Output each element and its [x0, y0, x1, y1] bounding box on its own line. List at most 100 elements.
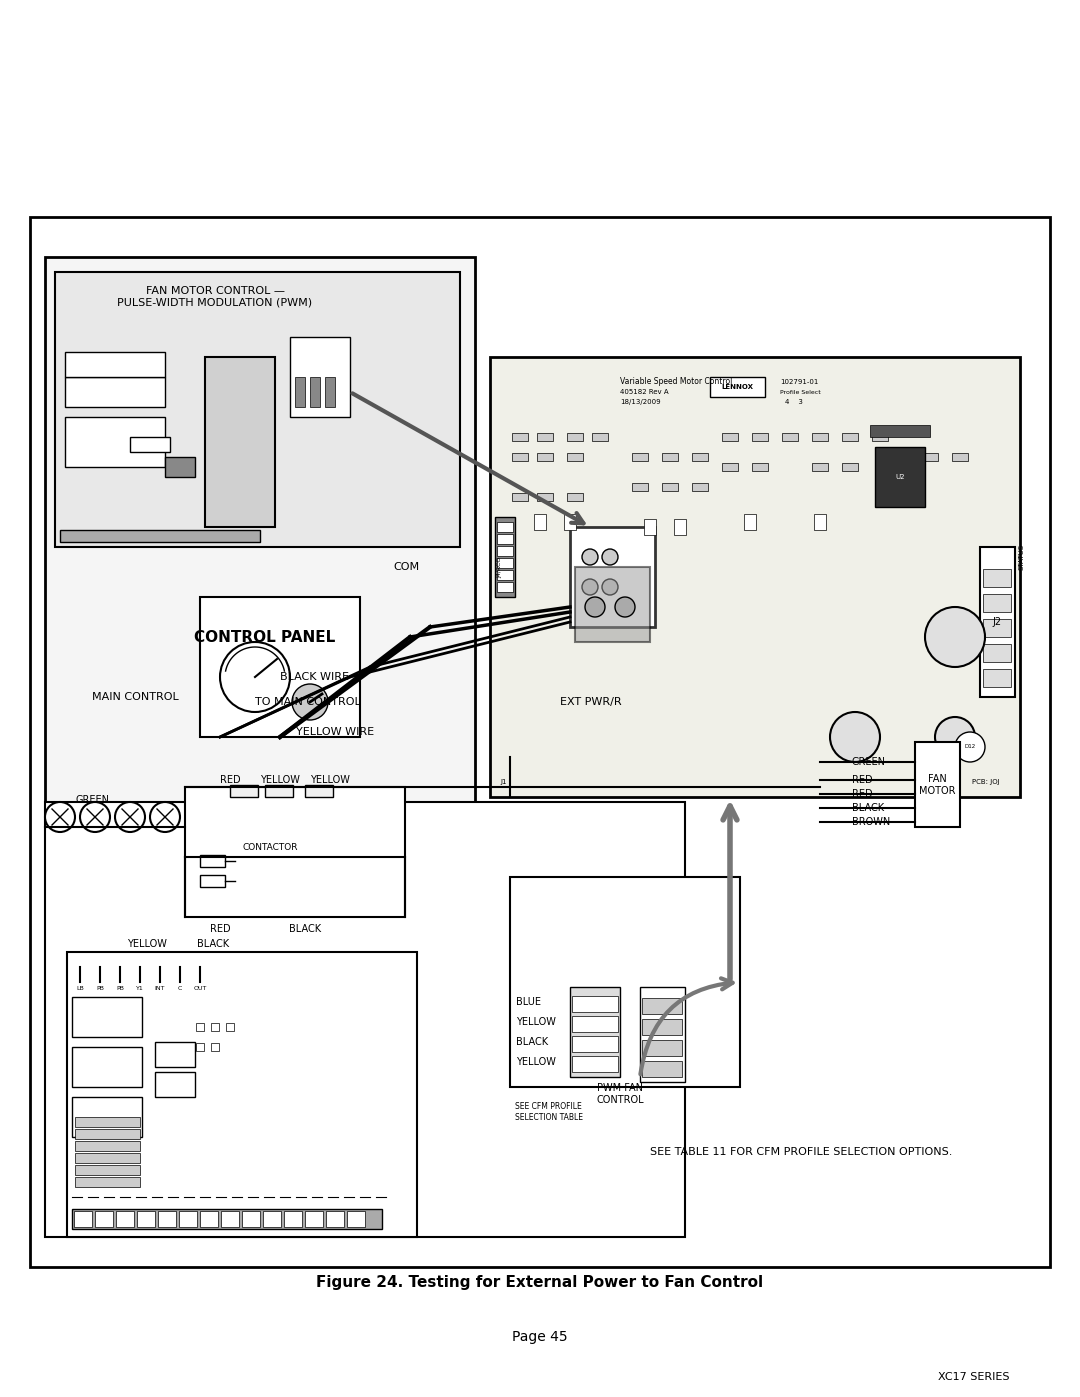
Text: LB: LB — [76, 986, 84, 992]
Text: BLACK: BLACK — [289, 923, 321, 935]
Bar — [497, 534, 513, 543]
Bar — [570, 988, 620, 1077]
Text: RED: RED — [852, 775, 873, 785]
Bar — [200, 597, 360, 738]
Text: INT: INT — [154, 986, 165, 992]
Bar — [632, 483, 648, 490]
Bar — [305, 1211, 323, 1227]
Circle shape — [114, 802, 145, 833]
Bar — [226, 1023, 234, 1031]
Bar — [211, 1023, 219, 1031]
Text: OUT: OUT — [193, 986, 206, 992]
Bar — [75, 1118, 140, 1127]
Bar — [45, 802, 685, 1236]
Circle shape — [80, 802, 110, 833]
Bar — [305, 785, 333, 798]
Bar — [842, 462, 858, 471]
Text: U2: U2 — [895, 474, 905, 481]
Bar — [537, 493, 553, 502]
Text: PB: PB — [116, 986, 124, 992]
Bar — [752, 433, 768, 441]
Circle shape — [45, 802, 75, 833]
Text: 4    3: 4 3 — [785, 400, 802, 405]
Bar — [983, 669, 1011, 687]
Bar — [512, 453, 528, 461]
Bar — [710, 377, 765, 397]
Bar — [156, 1071, 195, 1097]
Bar — [512, 433, 528, 441]
Bar — [67, 951, 417, 1236]
Bar — [592, 433, 608, 441]
Bar — [692, 483, 708, 490]
Text: MAIN CONTROL: MAIN CONTROL — [92, 692, 178, 703]
Text: TO MAIN CONTROL: TO MAIN CONTROL — [255, 697, 361, 707]
Bar — [497, 546, 513, 556]
Text: RED: RED — [852, 789, 873, 799]
Bar — [45, 257, 475, 947]
Text: GREEN: GREEN — [75, 795, 109, 805]
Bar — [744, 514, 756, 529]
Text: J1: J1 — [500, 780, 507, 785]
Bar — [75, 1141, 140, 1151]
Bar — [983, 594, 1011, 612]
Bar — [674, 520, 686, 535]
Bar — [567, 433, 583, 441]
Text: C: C — [178, 986, 183, 992]
Text: RED: RED — [210, 923, 230, 935]
Bar — [65, 377, 165, 407]
Polygon shape — [300, 992, 325, 1023]
Bar — [195, 1023, 204, 1031]
Bar — [983, 569, 1011, 587]
Circle shape — [955, 732, 985, 761]
Text: PB: PB — [96, 986, 104, 992]
Bar — [291, 337, 350, 416]
Text: J2: J2 — [993, 617, 1001, 627]
Bar — [72, 1208, 382, 1229]
Text: YELLOW: YELLOW — [310, 775, 350, 785]
Bar — [870, 425, 930, 437]
Bar — [75, 1211, 92, 1227]
Bar — [842, 433, 858, 441]
Circle shape — [585, 597, 605, 617]
Bar — [782, 433, 798, 441]
Text: CONTROL PANEL: CONTROL PANEL — [194, 630, 336, 644]
Text: PCB: JOJ: PCB: JOJ — [972, 780, 1000, 785]
Bar — [642, 1018, 681, 1035]
Bar — [632, 453, 648, 461]
Circle shape — [582, 578, 598, 595]
Text: BLUE: BLUE — [516, 997, 541, 1007]
Circle shape — [831, 712, 880, 761]
Bar — [310, 377, 320, 407]
Text: Profile Select: Profile Select — [780, 390, 821, 394]
Bar — [644, 520, 656, 535]
Circle shape — [602, 549, 618, 564]
Bar — [30, 217, 1050, 1267]
Bar — [95, 1211, 113, 1227]
Bar — [892, 453, 908, 461]
Text: FAN
MOTOR: FAN MOTOR — [919, 774, 955, 796]
Text: Y1: Y1 — [136, 986, 144, 992]
Circle shape — [150, 802, 180, 833]
Text: EXT PWR/R: EXT PWR/R — [561, 697, 622, 707]
Bar — [567, 493, 583, 502]
Bar — [137, 1211, 156, 1227]
Bar — [951, 453, 968, 461]
Bar — [75, 1153, 140, 1162]
Text: YELLOW: YELLOW — [127, 939, 167, 949]
Circle shape — [220, 643, 291, 712]
Text: GREEN: GREEN — [852, 757, 886, 767]
Bar — [230, 785, 258, 798]
Bar — [265, 785, 293, 798]
Bar — [642, 1039, 681, 1056]
Bar — [65, 416, 165, 467]
Text: STATUS: STATUS — [1020, 543, 1025, 570]
Bar — [640, 988, 685, 1083]
Bar — [200, 855, 225, 868]
Bar — [326, 1211, 345, 1227]
Bar — [497, 522, 513, 532]
Bar — [537, 433, 553, 441]
Text: Page 45: Page 45 — [512, 1330, 568, 1344]
Text: YELLOW WIRE: YELLOW WIRE — [296, 726, 374, 738]
Bar — [875, 447, 924, 507]
Bar — [295, 377, 305, 407]
